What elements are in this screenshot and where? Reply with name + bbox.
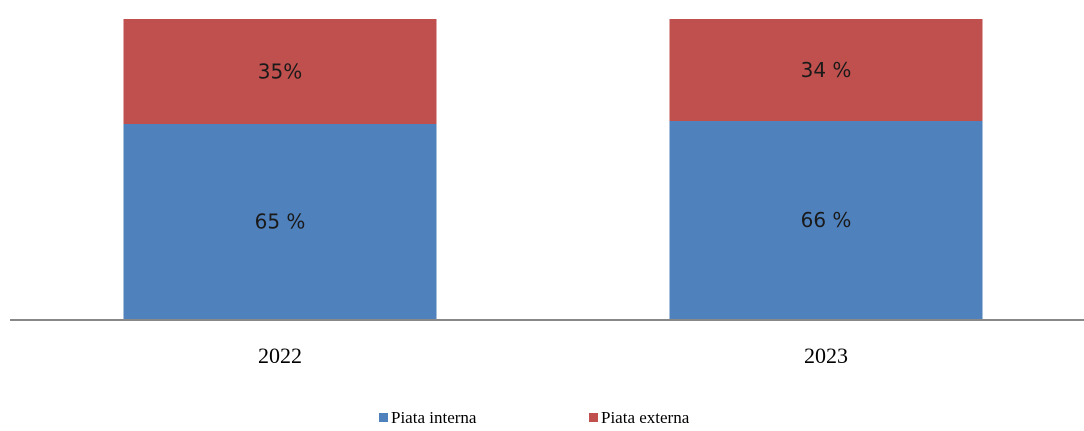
- value-label: 34 %: [801, 58, 852, 82]
- value-label: 65 %: [255, 210, 306, 234]
- legend-swatch: [589, 413, 598, 422]
- value-label: 35%: [258, 60, 302, 84]
- value-label: 66 %: [801, 208, 852, 232]
- bar-segment: [123, 124, 437, 319]
- legend-label: Piata interna: [391, 408, 477, 427]
- x-tick-label: 2023: [804, 343, 848, 368]
- x-tick-label: 2022: [258, 343, 302, 368]
- legend-swatch: [379, 413, 388, 422]
- legend-label: Piata externa: [601, 408, 690, 427]
- bar-segment: [669, 19, 983, 121]
- bar-segment: [669, 121, 983, 319]
- bar-segment: [123, 19, 437, 124]
